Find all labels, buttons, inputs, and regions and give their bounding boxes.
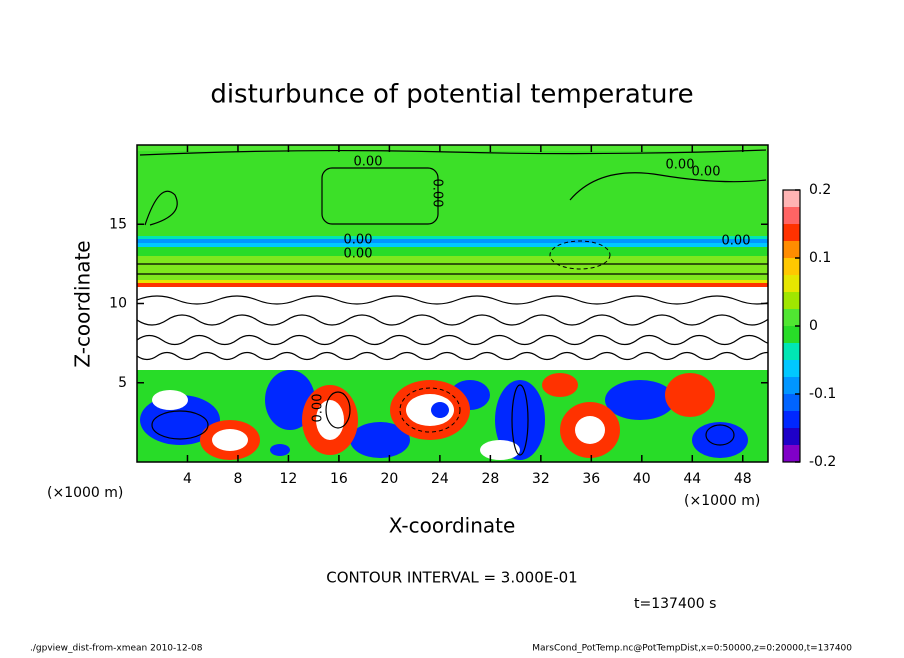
x-tick-label: 32	[532, 471, 550, 487]
y-axis-title: Z-coordinate	[71, 240, 95, 367]
x-tick-label: 20	[380, 471, 398, 487]
y-tick-label: 5	[118, 375, 127, 391]
x-tick-label: 24	[431, 471, 449, 487]
time-label: t=137400 s	[634, 596, 716, 612]
colorbar-cell	[783, 377, 800, 394]
x-tick-label: 44	[683, 471, 701, 487]
y-unit: (×1000 m)	[47, 485, 123, 501]
colorbar-tick-label: 0.1	[809, 250, 831, 266]
x-axis-title: X-coordinate	[389, 514, 516, 538]
y-tick-label: 10	[109, 296, 127, 312]
x-tick-label: 28	[481, 471, 499, 487]
colorbar-tick-label: -0.1	[809, 386, 836, 402]
contour-label: 0.00	[354, 155, 383, 170]
chart-title: disturbunce of potential temperature	[210, 80, 693, 110]
x-tick-label: 12	[280, 471, 298, 487]
contour-label: 0.00	[666, 158, 695, 173]
x-tick-label: 16	[330, 471, 348, 487]
contour-label: 0.00	[344, 247, 373, 262]
colorbar-cell	[783, 292, 800, 309]
colorbar-cell	[783, 394, 800, 411]
colorbar-cell	[783, 428, 800, 445]
colorbar-cell	[783, 224, 800, 241]
field	[137, 145, 768, 462]
colorbar-cell	[783, 445, 800, 462]
x-unit: (×1000 m)	[684, 493, 760, 509]
contour-label: 0.00	[722, 234, 751, 249]
footer-left: ./gpview_dist-from-xmean 2010-12-08	[30, 644, 203, 654]
colorbar-cell	[783, 258, 800, 275]
colorbar-tick-label: 0.2	[809, 182, 831, 198]
x-tick-label: 8	[233, 471, 242, 487]
contour-label: 0.00	[344, 233, 373, 248]
x-tick-label: 40	[633, 471, 651, 487]
contour-label: 0.00	[692, 165, 721, 180]
colorbar-cell	[783, 207, 800, 224]
x-tick-label: 48	[734, 471, 752, 487]
footer-right: MarsCond_PotTemp.nc@PotTempDist,x=0:5000…	[532, 644, 852, 654]
contour-interval: CONTOUR INTERVAL = 3.000E-01	[326, 569, 577, 587]
colorbar-cell	[783, 343, 800, 360]
colorbar-cell	[783, 190, 800, 207]
colorbar-cell	[783, 241, 800, 258]
colorbar-cell	[783, 411, 800, 428]
x-tick-label: 4	[183, 471, 192, 487]
colorbar-cell	[783, 309, 800, 326]
colorbar-cell	[783, 326, 800, 343]
contour-label: 0.00	[430, 179, 445, 208]
x-tick-label: 36	[582, 471, 600, 487]
colorbar-tick-label: -0.2	[809, 454, 836, 470]
y-tick-label: 15	[109, 216, 127, 232]
colorbar-tick-label: 0	[809, 318, 818, 334]
colorbar-cell	[783, 275, 800, 292]
contour-label: 0.00	[311, 394, 326, 423]
colorbar-cell	[783, 360, 800, 377]
